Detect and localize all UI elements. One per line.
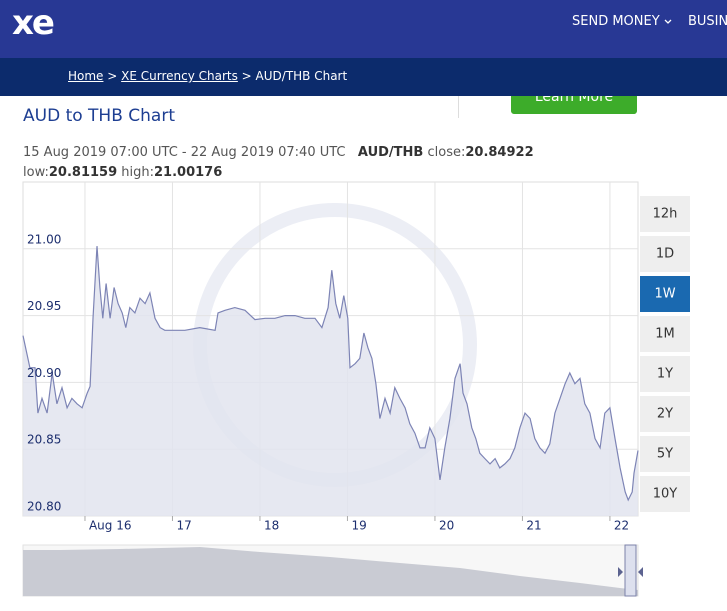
line — [22, 246, 639, 502]
area — [23, 246, 638, 516]
period-label[interactable]: 2Y — [657, 407, 673, 422]
period-label[interactable]: 1W — [654, 287, 675, 302]
x-tick-label: 22 — [614, 519, 629, 533]
chevron — [664, 19, 672, 24]
navigator-area — [23, 547, 638, 596]
stat-value: 20.84922 — [465, 145, 534, 160]
chart-title: AUD to THB Chart — [23, 106, 175, 126]
period-label[interactable]: 5Y — [657, 447, 673, 462]
y-tick-label: 20.95 — [27, 299, 61, 313]
x-tick-label: 18 — [264, 519, 279, 533]
nav-item[interactable]: SEND MONEY — [572, 14, 672, 29]
stat-label: low: — [23, 165, 49, 180]
y-tick-label: 20.80 — [27, 500, 61, 514]
period-label[interactable]: 10Y — [653, 487, 678, 502]
y-tick-label: 21.00 — [27, 232, 61, 246]
x-tick-label: 17 — [176, 519, 191, 533]
x-tick-label: 19 — [351, 519, 366, 533]
chart-info: 15 Aug 2019 07:00 UTC - 22 Aug 2019 07:4… — [23, 143, 623, 183]
breadcrumb-trail: Home > XE Currency Charts > AUD/THB Char… — [68, 69, 348, 83]
stat-value: 20.81159 — [48, 165, 118, 180]
stat-label: high: — [121, 165, 155, 180]
nav-item[interactable]: BUSIN — [688, 14, 727, 29]
x-tick-label: Aug 16 — [89, 519, 132, 533]
x-tick-label: 21 — [526, 519, 541, 533]
navigator-handle[interactable] — [624, 544, 637, 597]
period-button[interactable] — [640, 316, 690, 352]
y-tick-label: 20.90 — [27, 366, 61, 380]
period-button[interactable] — [640, 476, 690, 512]
period-button[interactable] — [640, 396, 690, 432]
period-label[interactable]: 12h — [653, 207, 678, 222]
period-button[interactable] — [640, 236, 690, 272]
navigator-arrows[interactable] — [618, 567, 643, 577]
pair: AUD/THB — [357, 145, 424, 160]
nav-label[interactable]: SEND MONEY — [572, 14, 660, 29]
period-label[interactable]: 1D — [656, 247, 674, 262]
divider — [458, 96, 459, 118]
period-button[interactable] — [640, 356, 690, 392]
stat-label: close: — [427, 145, 466, 160]
logo[interactable]: xe — [12, 3, 55, 43]
period-label[interactable]: 1Y — [657, 367, 673, 382]
period-label[interactable]: 1M — [655, 327, 675, 342]
stat-value: 21.00176 — [154, 165, 223, 180]
x-tick-label: 20 — [439, 519, 454, 533]
top-bar: xe SEND MONEY BUSIN — [0, 0, 727, 58]
period-button[interactable] — [640, 436, 690, 472]
period-button[interactable] — [640, 196, 690, 232]
period-button[interactable] — [640, 276, 690, 312]
breadcrumb-link[interactable]: Home — [68, 69, 104, 83]
breadcrumb-link[interactable]: XE Currency Charts — [121, 69, 238, 83]
breadcrumb-current: AUD/THB Chart — [255, 69, 348, 83]
breadcrumb: Home > XE Currency Charts > AUD/THB Char… — [0, 58, 727, 96]
y-tick-label: 20.85 — [27, 433, 61, 447]
date-range: 15 Aug 2019 07:00 UTC - 22 Aug 2019 07:4… — [23, 145, 346, 160]
